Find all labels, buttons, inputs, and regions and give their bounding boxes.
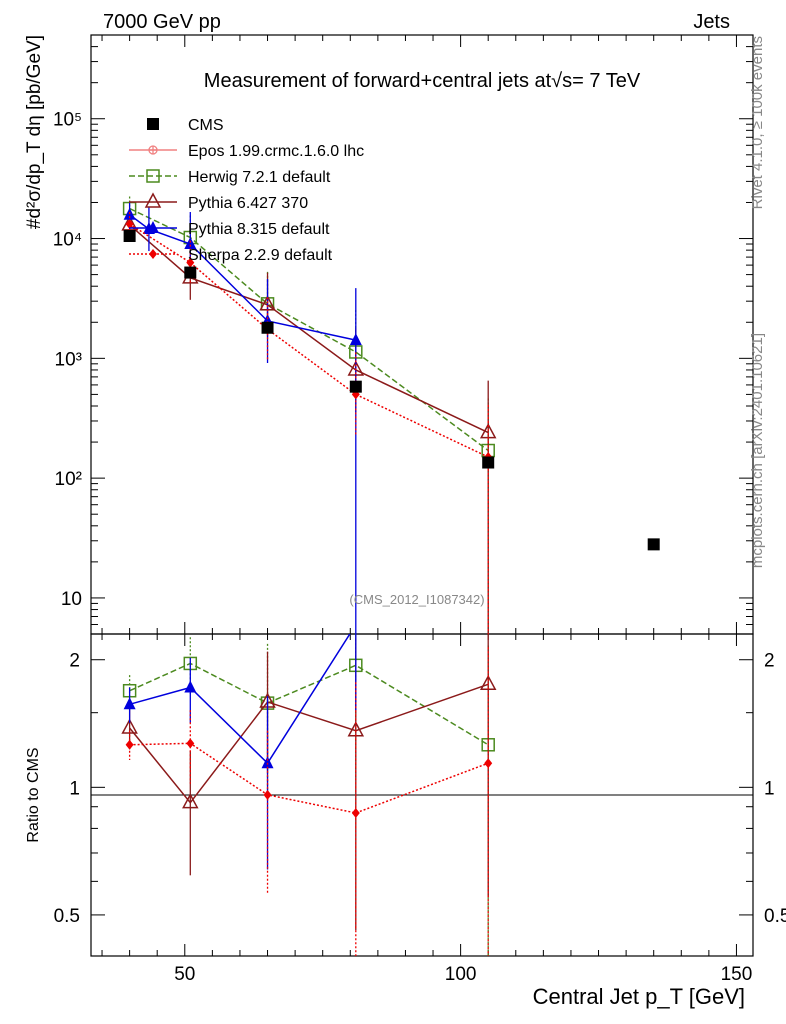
legend-label-5: Sherpa 2.2.9 default: [188, 247, 333, 264]
cms-point: [647, 538, 660, 551]
cms-point: [349, 380, 362, 393]
legend-label-3: Pythia 6.427 370: [188, 195, 308, 212]
cms-point: [123, 229, 136, 242]
series-2-ratio-point: [121, 718, 138, 734]
legend-label-4: Pythia 8.315 default: [188, 221, 330, 238]
ratio-tick-label-right: 2: [764, 651, 775, 672]
series-3-ratio-point: [123, 697, 136, 710]
legend-marker-3: [144, 192, 162, 208]
header-left: 7000 GeV pp: [103, 11, 221, 33]
y-tick-label: 10²: [55, 469, 82, 490]
series-4-ratio-line: [129, 742, 489, 814]
series-1-line: [129, 207, 489, 452]
legend-marker-0: [147, 118, 159, 130]
series-4-ratio-point: [263, 789, 272, 800]
axis-ticks: 50 100 150 10 10² 10³ 10⁴ 10⁵ 0.5 0.5 1 1 2 2: [53, 34, 786, 985]
ratio-panel-marks: [121, 634, 497, 956]
legend-marker-5: [149, 249, 157, 259]
rivet-label: Rivet 4.1.0, ≥ 100k events: [749, 36, 766, 209]
y-tick-label: 10⁵: [53, 110, 82, 131]
x-tick-label: 150: [721, 964, 753, 985]
series-2-ratio-point: [479, 674, 497, 691]
y-tick-label: 10³: [55, 349, 82, 370]
legend-label-0: CMS: [188, 117, 224, 134]
chart-title: Measurement of forward+central jets at√s…: [204, 70, 641, 92]
series-4-ratio-point: [351, 807, 360, 818]
legend: CMS Epos 1.99.crmc.1.6.0 lhc Herwig 7.2.1 …: [129, 117, 364, 264]
series-1-ratio-line: [129, 662, 489, 746]
ratio-y-axis-label: Ratio to CMS: [25, 747, 42, 842]
series-4-ratio-point: [484, 758, 493, 769]
series-4-point: [186, 257, 195, 268]
cms-point: [261, 321, 274, 334]
series-4-ratio-point: [186, 738, 195, 749]
ratio-tick-label-right: 1: [764, 778, 775, 799]
series-3-ratio-point: [261, 756, 274, 769]
y-tick-label: 10⁴: [53, 230, 82, 251]
ratio-tick-label: 1: [69, 778, 80, 799]
x-axis-label: Central Jet p_T [GeV]: [533, 984, 745, 1009]
main-panel-marks: [121, 196, 660, 634]
ratio-tick-label: 2: [69, 651, 80, 672]
series-3-point: [349, 333, 362, 346]
data-marks: [121, 196, 660, 956]
header-right: Jets: [693, 11, 730, 33]
mcplots-label: mcplots.cern.ch [arXiv:2401.10621]: [749, 333, 766, 568]
x-tick-label: 50: [174, 964, 195, 985]
legend-marker-4: [147, 221, 159, 233]
series-4-point: [125, 219, 134, 230]
series-2-ratio-point: [182, 793, 199, 809]
series-3-point: [184, 237, 197, 250]
legend-label-1: Epos 1.99.crmc.1.6.0 lhc: [188, 143, 364, 160]
series-3-ratio-point: [184, 680, 197, 693]
ratio-tick-label: 0.5: [54, 906, 80, 927]
legend-label-2: Herwig 7.2.1 default: [188, 169, 331, 186]
legend-marker-2: [146, 169, 160, 183]
series-3-ratio-line: [129, 634, 351, 765]
legend-marker-1: [148, 145, 158, 155]
y-axis-label: #d²σ/dp_T dη [pb/GeV]: [24, 35, 45, 229]
cms-point: [184, 266, 197, 279]
watermark: (CMS_2012_I1087342): [349, 592, 484, 607]
series-4-ratio-point: [125, 739, 134, 750]
y-tick-label: 10: [61, 589, 82, 610]
cms-point: [482, 456, 495, 469]
x-tick-label: 100: [445, 964, 477, 985]
ratio-tick-label-right: 0.5: [764, 906, 786, 927]
